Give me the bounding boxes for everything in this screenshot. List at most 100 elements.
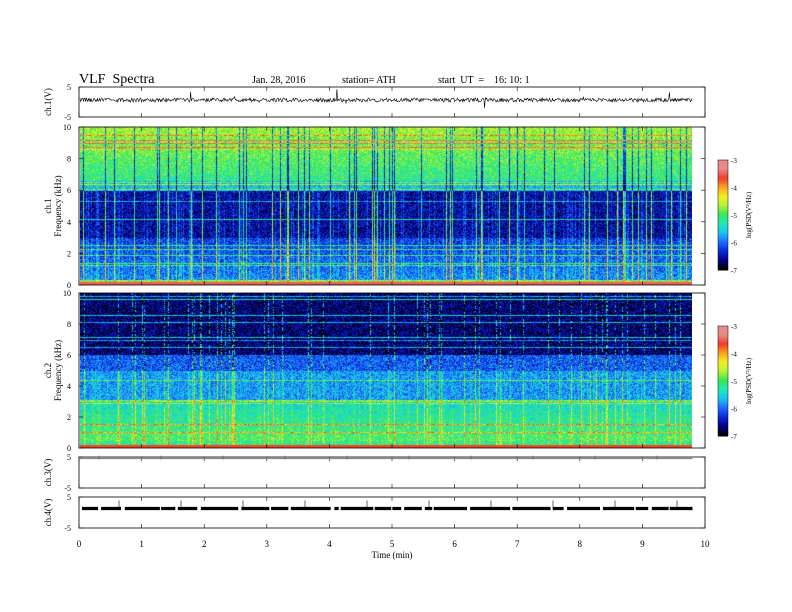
- y-axis-label: Frequency (kHz): [53, 340, 63, 401]
- colorbar-tick-label: -3: [731, 157, 737, 165]
- colorbar-step: [718, 386, 728, 389]
- colorbar-step: [718, 392, 728, 395]
- colorbar-step: [718, 257, 728, 260]
- ch2-spectrogram-image: [80, 293, 692, 448]
- colorbar-step: [718, 390, 728, 393]
- colorbar-step: [718, 373, 728, 376]
- colorbar-step: [718, 414, 728, 417]
- colorbar-step: [718, 176, 728, 179]
- x-tick-label: 3: [265, 539, 270, 549]
- colorbar-label: log(PSD(V²/Hz): [745, 191, 753, 238]
- colorbar-step: [718, 229, 728, 232]
- colorbar-step: [718, 233, 728, 236]
- colorbar-step: [718, 222, 728, 225]
- colorbar-step: [718, 408, 728, 411]
- colorbar-step: [718, 360, 728, 364]
- y-tick-label: 8: [67, 320, 71, 329]
- colorbar-tick-label: -5: [731, 212, 737, 220]
- colorbar-step: [718, 209, 728, 212]
- colorbar-step: [718, 240, 728, 243]
- colorbar-step: [718, 368, 728, 371]
- colorbar-step: [718, 395, 728, 398]
- y-tick-label: 5: [67, 493, 71, 502]
- colorbar-step: [718, 174, 728, 177]
- colorbar-step: [718, 340, 728, 343]
- colorbar: [717, 159, 729, 271]
- y-tick-label: 6: [67, 186, 71, 195]
- colorbar-step: [718, 419, 728, 422]
- x-tick-label: 9: [640, 539, 645, 549]
- y-axis-label: ch.1(V): [43, 88, 53, 116]
- colorbar-step: [718, 344, 728, 347]
- colorbar-step: [718, 198, 728, 201]
- y-tick-label: 0: [67, 281, 71, 290]
- colorbar-step: [718, 249, 728, 253]
- colorbar-step: [718, 183, 728, 187]
- colorbar-frame: [717, 159, 729, 271]
- colorbar-step: [718, 348, 728, 351]
- x-tick-label: 0: [77, 539, 82, 549]
- ch1-waveform-line: [79, 89, 693, 108]
- colorbar-tick-label: -4: [731, 185, 737, 193]
- y-tick-label: 4: [67, 382, 71, 391]
- y-axis-label: ch.3(V): [43, 459, 53, 487]
- x-tick-label: 4: [327, 539, 332, 549]
- colorbar-step: [718, 337, 728, 340]
- colorbar-step: [718, 248, 728, 251]
- colorbar-step: [718, 163, 728, 166]
- colorbar-step: [718, 333, 728, 336]
- colorbar-step: [718, 253, 728, 256]
- colorbar-step: [718, 406, 728, 409]
- ch1-spectrogram-frame: [78, 126, 706, 286]
- y-tick-label: 5: [67, 453, 71, 462]
- colorbar-step: [718, 329, 728, 332]
- x-axis-label: Time (min): [372, 550, 413, 560]
- colorbar-tick-label: -3: [731, 323, 737, 331]
- ch3-waveform-frame: [78, 456, 706, 489]
- y-tick-label: 2: [67, 249, 71, 258]
- x-tick-label: 2: [202, 539, 207, 549]
- y-tick-label: 5: [67, 83, 71, 92]
- y-tick-label: 0: [67, 444, 71, 453]
- colorbar-step: [718, 226, 728, 229]
- colorbar-step: [718, 366, 728, 369]
- colorbar-step: [718, 259, 728, 262]
- station-label: station= ATH: [342, 75, 396, 86]
- colorbar-step: [718, 335, 728, 338]
- colorbar-step: [718, 231, 728, 234]
- colorbar-step: [718, 370, 728, 373]
- colorbar-step: [718, 421, 728, 424]
- colorbar-step: [718, 213, 728, 216]
- y-tick-label: 2: [67, 413, 71, 422]
- colorbar-step: [718, 216, 728, 220]
- colorbar-step: [718, 381, 728, 384]
- y-tick-label: 8: [67, 155, 71, 164]
- ch1-spectrogram-image: [80, 127, 692, 285]
- colorbar-label: log(PSD(V²/Hz): [745, 357, 753, 404]
- ch4-waveform-frame: [78, 496, 706, 529]
- colorbar-frame: [717, 325, 729, 437]
- colorbar-step: [718, 384, 728, 387]
- colorbar-step: [718, 251, 728, 254]
- colorbar-step: [718, 399, 728, 402]
- colorbar-step: [718, 182, 728, 185]
- ch2-spectrogram-frame: [78, 292, 706, 449]
- colorbar-step: [718, 262, 728, 265]
- colorbar-step: [718, 375, 728, 378]
- date-label: Jan. 28, 2016: [252, 75, 306, 86]
- y-tick-label: 4: [67, 218, 71, 227]
- colorbar-step: [718, 200, 728, 203]
- x-tick-label: 7: [515, 539, 520, 549]
- colorbar-step: [718, 404, 728, 408]
- colorbar-step: [718, 349, 728, 353]
- colorbar-step: [718, 161, 728, 165]
- x-tick-label: 6: [452, 539, 457, 549]
- y-axis-label: ch.4(V): [43, 499, 53, 527]
- chart-title: VLF Spectra: [79, 72, 155, 87]
- colorbar-step: [718, 196, 728, 199]
- colorbar-step: [718, 357, 728, 360]
- colorbar-step: [718, 242, 728, 245]
- colorbar-step: [718, 193, 728, 196]
- colorbar-tick-label: -6: [731, 406, 737, 414]
